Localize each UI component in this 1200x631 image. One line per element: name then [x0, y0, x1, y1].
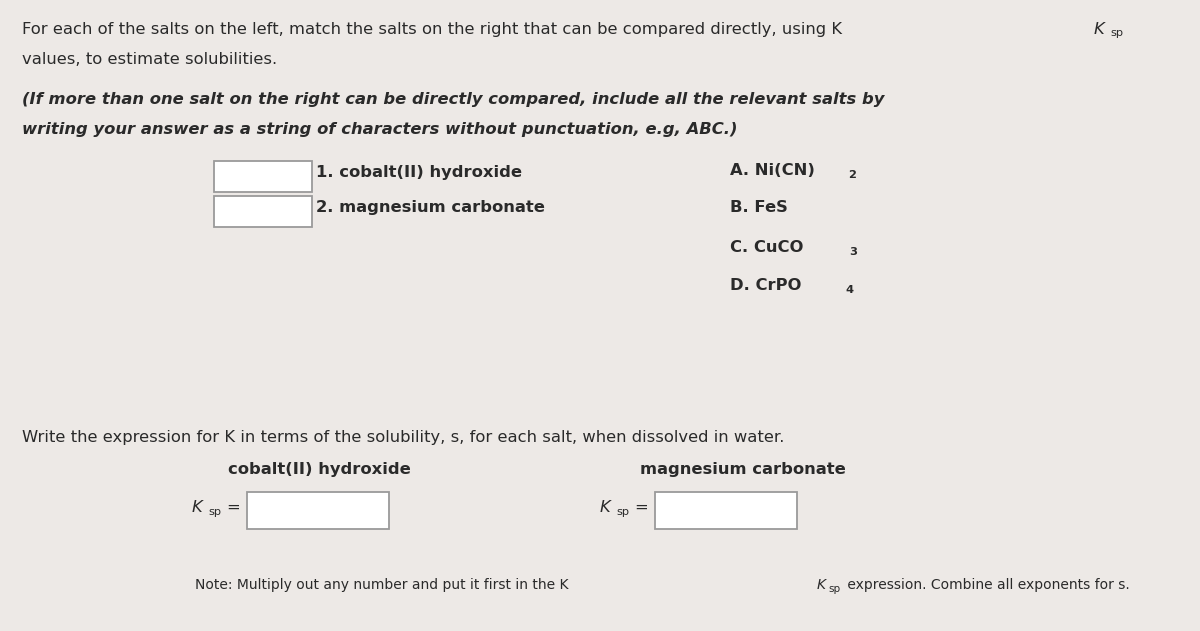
- Text: D. CrPO: D. CrPO: [730, 278, 802, 293]
- Text: sp: sp: [1110, 28, 1123, 38]
- Text: sp: sp: [616, 507, 629, 517]
- Text: 1. cobalt(II) hydroxide: 1. cobalt(II) hydroxide: [316, 165, 522, 180]
- Text: B. FeS: B. FeS: [730, 200, 788, 215]
- Text: =: =: [634, 500, 648, 515]
- Text: 2. magnesium carbonate: 2. magnesium carbonate: [316, 200, 545, 215]
- Text: expression. Combine all exponents for s.: expression. Combine all exponents for s.: [842, 578, 1129, 592]
- Text: A. Ni(CN): A. Ni(CN): [730, 163, 815, 178]
- Text: magnesium carbonate: magnesium carbonate: [640, 462, 846, 477]
- Text: K: K: [1094, 22, 1105, 37]
- Text: 4: 4: [845, 285, 853, 295]
- Text: For each of the salts on the left, match the salts on the right that can be comp: For each of the salts on the left, match…: [22, 22, 842, 37]
- Text: cobalt(II) hydroxide: cobalt(II) hydroxide: [228, 462, 410, 477]
- Text: 3: 3: [850, 247, 857, 257]
- Text: values, to estimate solubilities.: values, to estimate solubilities.: [22, 52, 277, 67]
- Text: K: K: [600, 500, 611, 515]
- Text: sp: sp: [208, 507, 221, 517]
- Text: writing your answer as a string of characters without punctuation, e.g, ABC.): writing your answer as a string of chara…: [22, 122, 738, 137]
- Text: K: K: [817, 578, 826, 592]
- Text: K: K: [192, 500, 203, 515]
- Text: Write the expression for K in terms of the solubility, s, for each salt, when di: Write the expression for K in terms of t…: [22, 430, 785, 445]
- Text: sp: sp: [828, 584, 840, 594]
- Text: C. CuCO: C. CuCO: [730, 240, 804, 255]
- Text: (If more than one salt on the right can be directly compared, include all the re: (If more than one salt on the right can …: [22, 92, 884, 107]
- Text: 2: 2: [848, 170, 856, 180]
- Text: =: =: [226, 500, 240, 515]
- Text: Note: Multiply out any number and put it first in the K: Note: Multiply out any number and put it…: [194, 578, 569, 592]
